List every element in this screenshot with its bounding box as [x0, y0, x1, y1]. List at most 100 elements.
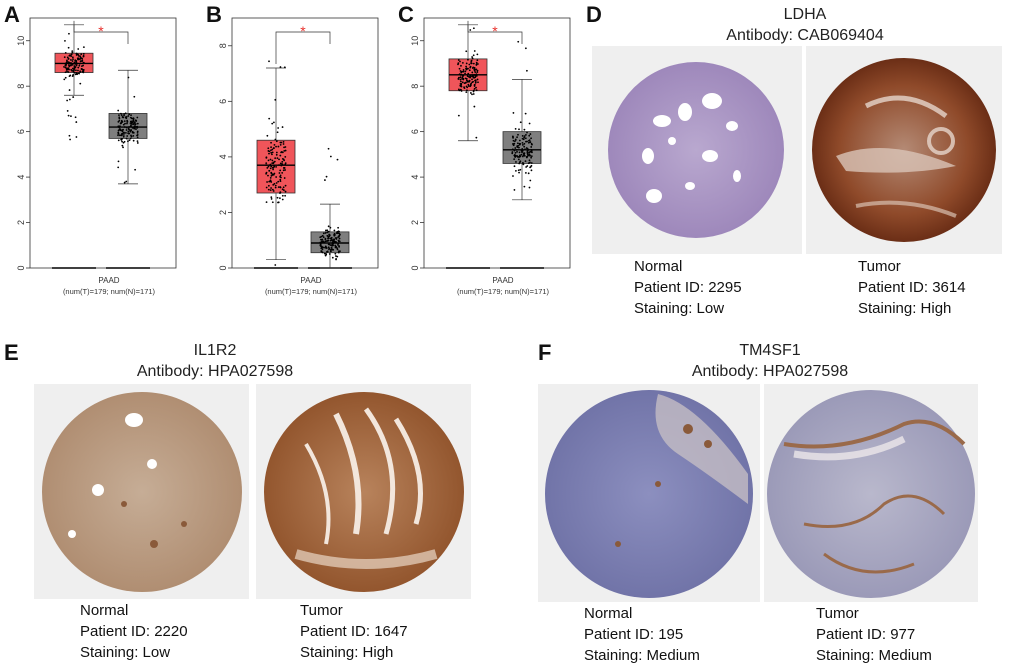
data-point	[474, 76, 477, 79]
data-point	[459, 80, 462, 83]
data-point	[457, 59, 460, 61]
data-point	[131, 126, 134, 129]
data-point	[136, 136, 139, 139]
data-point	[128, 113, 131, 116]
data-point	[74, 116, 77, 119]
data-point	[522, 152, 525, 155]
data-point	[337, 240, 340, 243]
data-point	[512, 175, 514, 177]
panel-d-tumor-staining: Staining: High	[858, 300, 952, 317]
data-point	[528, 139, 531, 142]
data-point	[120, 134, 123, 137]
data-point	[275, 153, 278, 156]
panel-f-tumor-patient: Patient ID: 977	[816, 626, 916, 643]
data-point	[66, 110, 69, 112]
data-point	[278, 158, 280, 161]
data-point	[281, 163, 283, 165]
data-point	[521, 147, 524, 150]
data-point	[475, 89, 478, 92]
data-point	[525, 140, 527, 143]
data-point	[277, 186, 280, 189]
data-point	[517, 169, 520, 172]
data-point	[270, 172, 273, 175]
data-point	[274, 186, 277, 189]
data-point	[329, 226, 332, 229]
data-point	[129, 122, 132, 125]
panel-letter-c: C	[398, 2, 414, 27]
panel-f-normal-staining: Staining: Medium	[584, 647, 700, 664]
data-point	[64, 71, 67, 74]
data-point	[275, 182, 278, 184]
y-tick-label: 4	[218, 154, 228, 159]
data-point	[282, 140, 285, 143]
data-point	[64, 52, 67, 54]
panel-f-antibody: Antibody: HPA027598	[691, 363, 849, 380]
data-point	[123, 181, 126, 184]
panel-d-title: LDHA Antibody: CAB069404	[640, 4, 970, 46]
data-point	[267, 174, 269, 177]
data-point	[136, 134, 138, 137]
data-point	[528, 134, 531, 137]
data-point	[280, 151, 282, 154]
data-point	[132, 139, 135, 142]
data-point	[119, 122, 122, 125]
data-point	[333, 238, 336, 241]
data-point	[266, 134, 269, 137]
data-point	[79, 60, 82, 63]
data-point	[464, 81, 467, 84]
data-point	[130, 114, 132, 117]
data-point	[475, 63, 478, 66]
data-point	[525, 133, 527, 136]
data-point	[321, 248, 324, 251]
data-point	[469, 92, 472, 94]
data-point	[475, 86, 477, 89]
panel-e-title: IL1R2 Antibody: HPA027598	[100, 340, 330, 382]
data-point	[122, 134, 125, 136]
data-point	[136, 116, 139, 119]
data-point	[136, 140, 139, 143]
data-point	[283, 66, 286, 69]
data-point	[329, 155, 332, 158]
data-point	[282, 143, 285, 145]
data-point	[79, 57, 82, 60]
data-point	[338, 237, 341, 240]
data-point	[120, 114, 123, 117]
y-tick-label: 0	[16, 265, 26, 270]
data-point	[67, 57, 70, 60]
data-point	[326, 250, 329, 253]
data-point	[339, 250, 341, 253]
data-point	[69, 138, 71, 141]
data-point	[270, 149, 272, 152]
data-point	[72, 58, 74, 61]
data-point	[337, 226, 340, 229]
data-point	[459, 88, 462, 91]
data-point	[78, 63, 81, 65]
data-point	[530, 150, 533, 152]
data-point	[130, 120, 133, 123]
data-point	[268, 152, 270, 155]
data-point	[516, 155, 519, 157]
panel-e-tumor-type: Tumor	[300, 602, 343, 619]
data-point	[327, 246, 330, 249]
data-point	[271, 159, 274, 162]
data-point	[517, 40, 520, 43]
data-point	[283, 149, 286, 152]
data-point	[464, 72, 466, 75]
data-point	[464, 77, 467, 80]
panel-d-tumor-patient: Patient ID: 3614	[858, 279, 966, 296]
data-point	[337, 251, 340, 254]
plot-frame	[423, 17, 571, 269]
panel-f-normal-caption: Normal Patient ID: 195 Staining: Medium	[584, 603, 700, 666]
data-point	[528, 186, 531, 189]
data-point	[70, 53, 73, 56]
data-point	[124, 122, 126, 125]
panel-d-normal-patient: Patient ID: 2295	[634, 279, 742, 296]
data-point	[525, 147, 528, 149]
x-label: PAAD	[300, 276, 321, 285]
data-point	[476, 59, 479, 62]
panel-e-tumor-staining: Staining: High	[300, 644, 394, 661]
data-point	[281, 188, 284, 191]
data-point	[64, 39, 66, 42]
data-point	[333, 234, 336, 237]
data-point	[320, 245, 323, 248]
